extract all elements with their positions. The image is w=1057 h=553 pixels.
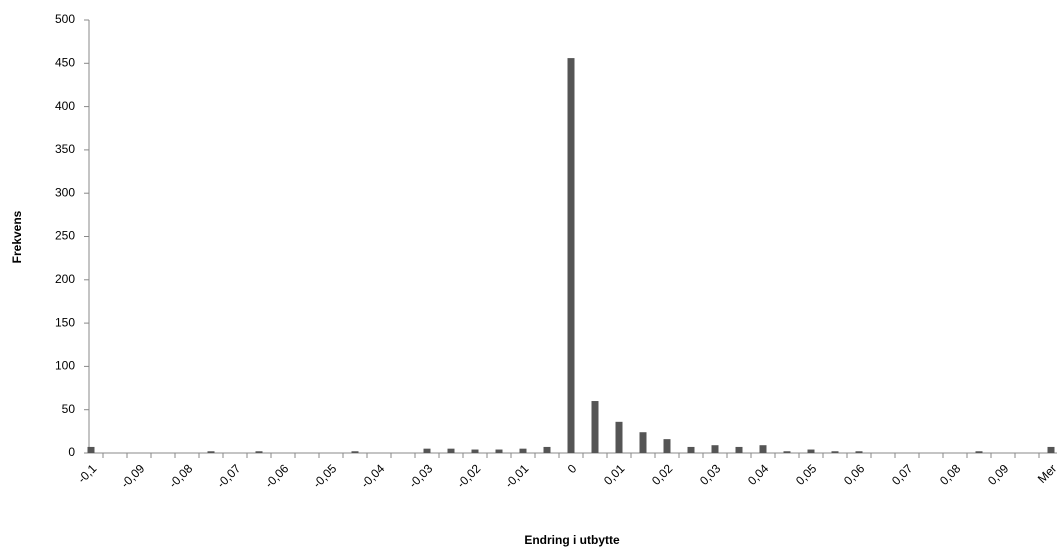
y-tick-label: 250 (55, 229, 75, 243)
x-tick-label: -0,05 (310, 461, 339, 490)
y-tick-label: 400 (55, 99, 75, 113)
bar (255, 451, 263, 453)
bar (495, 449, 503, 453)
x-tick-label: -0,02 (454, 461, 483, 490)
bar (591, 401, 599, 453)
x-tick-label: -0,07 (214, 461, 243, 490)
bar (519, 448, 527, 453)
x-axis-title: Endring i utbytte (524, 533, 620, 547)
y-tick-label: 100 (55, 359, 75, 373)
x-tick-label: -0,1 (75, 461, 100, 486)
x-tick-label: -0,09 (118, 461, 147, 490)
bar (639, 432, 647, 453)
x-tick-label: 0,04 (745, 461, 772, 488)
bar (975, 451, 983, 453)
x-tick-label: -0,04 (358, 461, 387, 490)
x-tick-label: 0,03 (697, 461, 724, 488)
x-tick-label: -0,06 (262, 461, 291, 490)
bar (831, 451, 839, 453)
bar (711, 445, 719, 453)
bar (687, 446, 695, 453)
bar (663, 439, 671, 453)
y-tick-label: 50 (62, 402, 76, 416)
bar (735, 446, 743, 453)
y-tick-label: 300 (55, 185, 75, 199)
bar (1047, 446, 1055, 453)
bar (423, 448, 431, 453)
bar (807, 449, 815, 453)
bar (543, 446, 551, 453)
bar (471, 449, 479, 453)
bar (615, 421, 623, 453)
bar (567, 58, 575, 453)
x-tick-label: 0,07 (889, 461, 916, 488)
y-tick-label: 350 (55, 142, 75, 156)
y-tick-label: 450 (55, 55, 75, 69)
x-tick-label: 0,08 (937, 461, 964, 488)
x-tick-label: 0,09 (985, 461, 1012, 488)
x-tick-label: -0,01 (502, 461, 531, 490)
x-tick-label: 0 (565, 461, 580, 476)
y-tick-label: 200 (55, 272, 75, 286)
bar (759, 445, 767, 453)
bar (447, 448, 455, 453)
bar (351, 451, 359, 453)
bar (783, 451, 791, 453)
x-tick-label: Mer (1035, 461, 1057, 486)
y-tick-label: 150 (55, 315, 75, 329)
bar (87, 446, 95, 453)
y-tick-label: 0 (68, 445, 75, 459)
x-tick-label: 0,05 (793, 461, 820, 488)
x-tick-label: 0,01 (601, 461, 628, 488)
bar (207, 451, 215, 453)
y-axis-title: Frekvens (10, 210, 24, 263)
x-tick-label: -0,08 (166, 461, 195, 490)
bar (855, 451, 863, 453)
y-tick-label: 500 (55, 12, 75, 26)
x-tick-label: -0,03 (406, 461, 435, 490)
x-tick-label: 0,06 (841, 461, 868, 488)
x-tick-label: 0,02 (649, 461, 676, 488)
